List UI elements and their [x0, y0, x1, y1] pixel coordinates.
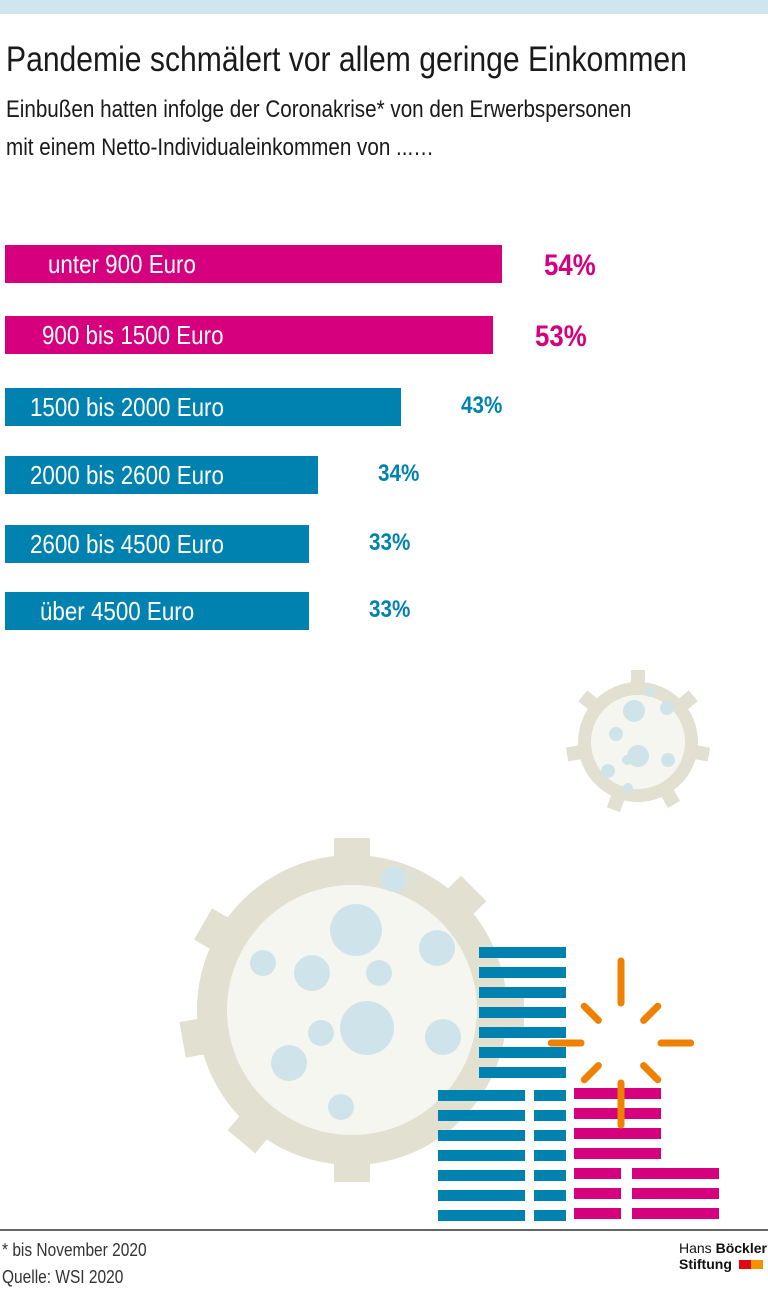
coin: [534, 1170, 566, 1181]
burst-ray: [580, 1062, 602, 1084]
coin-stacks-icon: [438, 947, 719, 1221]
coin: [479, 967, 566, 978]
bar-value-label: 33%: [368, 529, 410, 556]
burst-ray: [580, 1002, 602, 1024]
bar: 900 bis 1500 Euro: [5, 316, 493, 354]
footer-divider: [0, 1229, 768, 1231]
bar-category-label: unter 900 Euro: [48, 249, 196, 279]
bar: 2000 bis 2600 Euro: [5, 456, 318, 494]
coin: [534, 1110, 566, 1121]
coin: [438, 1170, 525, 1181]
bar-value-label: 53%: [534, 320, 587, 353]
bar: 1500 bis 2000 Euro: [5, 388, 401, 426]
hans-boeckler-logo: Hans Böckler Stiftung: [679, 1240, 767, 1272]
bar-category-label: 1500 bis 2000 Euro: [30, 392, 224, 422]
coin: [534, 1150, 566, 1161]
page-title: Pandemie schmälert vor allem geringe Ein…: [6, 40, 687, 79]
bar: über 4500 Euro: [5, 592, 309, 630]
bar-category-label: 2000 bis 2600 Euro: [30, 460, 224, 490]
subtitle-line-1: Einbußen hatten infolge der Coronakrise*…: [6, 96, 632, 123]
small-virus-icon: [565, 670, 711, 813]
top-band: [0, 0, 768, 14]
bar-category-label: 2600 bis 4500 Euro: [30, 529, 224, 559]
burst-icon: [547, 957, 695, 1129]
bar-value-label: 33%: [368, 596, 410, 623]
coin: [438, 1130, 525, 1141]
bar-value-label: 43%: [460, 392, 502, 419]
large-virus-icon: [179, 838, 524, 1182]
coin: [574, 1148, 661, 1159]
bar-value-label: 34%: [377, 460, 420, 487]
coin: [438, 1090, 525, 1101]
coin: [574, 1188, 621, 1199]
bar: unter 900 Euro: [5, 245, 502, 283]
coin: [632, 1188, 719, 1199]
coin: [479, 1027, 566, 1038]
coin: [534, 1090, 566, 1101]
coin: [438, 1210, 525, 1221]
coin: [479, 1047, 566, 1058]
source: Quelle: WSI 2020: [2, 1267, 124, 1287]
coin: [574, 1128, 661, 1139]
bar-value-label: 54%: [543, 249, 596, 282]
coin: [438, 1190, 525, 1201]
coin: [632, 1208, 719, 1219]
subtitle-line-2: mit einem Netto-Individualeinkommen von …: [6, 134, 434, 161]
coin: [479, 987, 566, 998]
coin: [534, 1210, 566, 1221]
bar-category-label: 900 bis 1500 Euro: [42, 320, 224, 350]
coin: [534, 1130, 566, 1141]
coin: [438, 1110, 525, 1121]
burst-ray: [640, 1062, 662, 1084]
logo-text: Hans: [679, 1240, 712, 1256]
bar-category-label: über 4500 Euro: [40, 596, 195, 626]
coin: [574, 1208, 621, 1219]
footnote: * bis November 2020: [2, 1240, 147, 1260]
coin: [479, 1007, 566, 1018]
coin: [574, 1168, 621, 1179]
coin: [534, 1190, 566, 1201]
coin: [632, 1168, 719, 1179]
logo-text: Stiftung: [679, 1256, 732, 1272]
coin: [438, 1150, 525, 1161]
bar: 2600 bis 4500 Euro: [5, 525, 309, 563]
coin: [479, 947, 566, 958]
logo-text: Böckler: [715, 1240, 767, 1256]
burst-ray: [640, 1002, 662, 1024]
coin: [479, 1067, 566, 1078]
virus-money-illustration: [179, 670, 719, 1221]
